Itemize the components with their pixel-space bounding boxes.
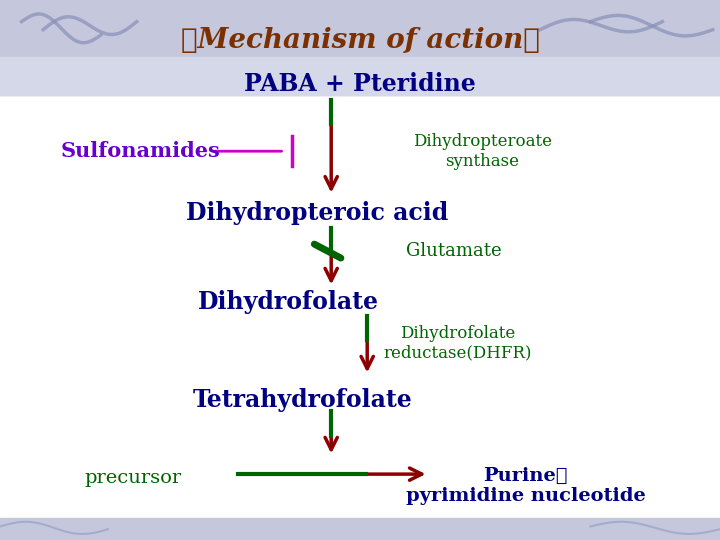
Text: Dihydropteroate
synthase: Dihydropteroate synthase	[413, 133, 552, 170]
Text: 【Mechanism of action】: 【Mechanism of action】	[181, 27, 539, 54]
Text: Dihydrofolate
reductase(DHFR): Dihydrofolate reductase(DHFR)	[383, 325, 531, 361]
Text: Tetrahydrofolate: Tetrahydrofolate	[192, 388, 413, 411]
Text: PABA + Pteridine: PABA + Pteridine	[244, 72, 476, 96]
Text: Glutamate: Glutamate	[406, 242, 501, 260]
Text: Sulfonamides: Sulfonamides	[60, 141, 220, 161]
Text: Purine、
pyrimidine nucleotide: Purine、 pyrimidine nucleotide	[406, 467, 645, 505]
Text: Dihydrofolate: Dihydrofolate	[197, 291, 379, 314]
Text: precursor: precursor	[85, 469, 181, 487]
Bar	[0, 518, 720, 540]
Bar	[0, 57, 720, 94]
Text: Dihydropteroic acid: Dihydropteroic acid	[186, 201, 448, 225]
Bar	[0, 0, 720, 94]
